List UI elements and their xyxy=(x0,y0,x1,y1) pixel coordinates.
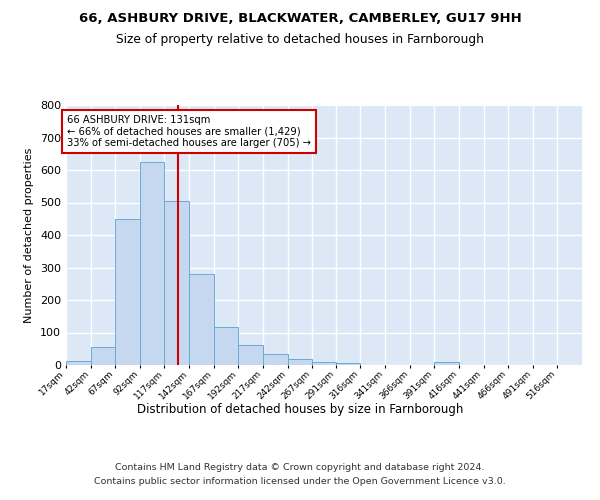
Text: Contains public sector information licensed under the Open Government Licence v3: Contains public sector information licen… xyxy=(94,478,506,486)
Text: Size of property relative to detached houses in Farnborough: Size of property relative to detached ho… xyxy=(116,32,484,46)
Bar xyxy=(238,345,263,365)
Text: 66, ASHBURY DRIVE, BLACKWATER, CAMBERLEY, GU17 9HH: 66, ASHBURY DRIVE, BLACKWATER, CAMBERLEY… xyxy=(79,12,521,26)
Bar xyxy=(336,362,361,365)
Bar xyxy=(164,201,189,365)
Bar xyxy=(189,274,214,365)
Text: Contains HM Land Registry data © Crown copyright and database right 2024.: Contains HM Land Registry data © Crown c… xyxy=(115,462,485,471)
Bar xyxy=(66,361,91,365)
Bar xyxy=(214,327,238,365)
Bar xyxy=(115,219,140,365)
Bar xyxy=(263,354,287,365)
Text: 66 ASHBURY DRIVE: 131sqm
← 66% of detached houses are smaller (1,429)
33% of sem: 66 ASHBURY DRIVE: 131sqm ← 66% of detach… xyxy=(67,115,311,148)
Bar xyxy=(312,362,336,365)
Bar xyxy=(140,162,164,365)
Text: Distribution of detached houses by size in Farnborough: Distribution of detached houses by size … xyxy=(137,402,463,415)
Bar xyxy=(434,362,459,365)
Y-axis label: Number of detached properties: Number of detached properties xyxy=(25,148,34,322)
Bar xyxy=(91,347,115,365)
Bar xyxy=(287,358,312,365)
